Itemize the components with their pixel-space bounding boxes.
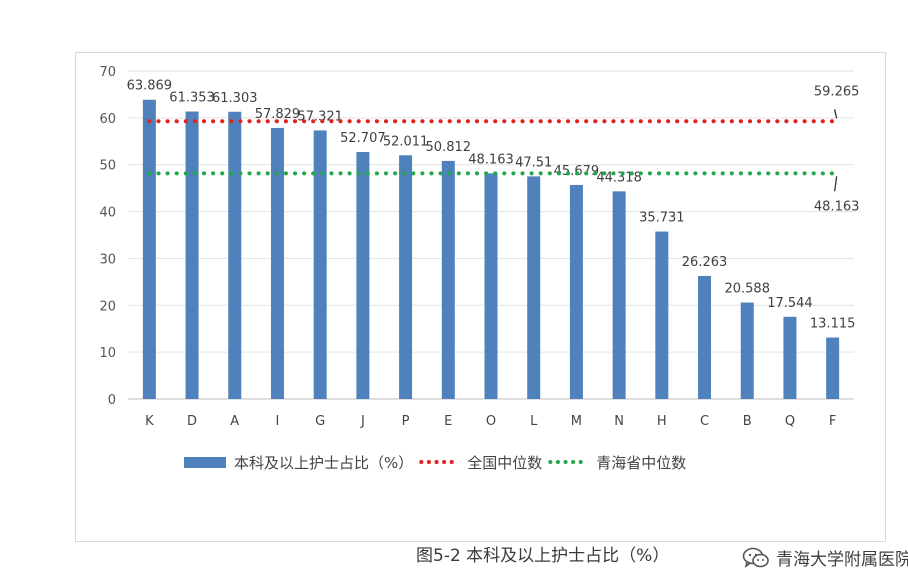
watermark: 青海大学附属医院 xyxy=(742,545,908,570)
x-tick-label: D xyxy=(187,414,197,429)
bar xyxy=(356,152,370,399)
leader-line xyxy=(834,176,838,192)
bar xyxy=(826,337,840,399)
data-label: 17.544 xyxy=(767,296,813,311)
x-tick-label: L xyxy=(530,414,538,429)
legend-swatch xyxy=(184,457,226,468)
x-tick-label: N xyxy=(614,414,624,429)
data-label: 35.731 xyxy=(639,211,685,226)
bar-chart: 0 10 20 30 40 50 60 70 K 63.869 D 61.353 A 61.303 I 57.… xyxy=(99,65,860,472)
bar xyxy=(142,99,156,399)
data-label: 26.263 xyxy=(682,255,728,270)
data-label: 61.353 xyxy=(169,91,215,106)
y-tick-label: 10 xyxy=(99,346,116,361)
x-tick-label: F xyxy=(829,414,836,429)
chart-frame: 0 10 20 30 40 50 60 70 K 63.869 D 61.353 A 61.303 I 57.… xyxy=(75,52,908,570)
x-tick-label: Q xyxy=(785,414,795,429)
x-tick-label: O xyxy=(486,414,496,429)
bar xyxy=(527,176,541,399)
data-label: 61.303 xyxy=(212,91,258,106)
leader-line xyxy=(834,109,838,119)
bar xyxy=(270,128,284,399)
data-label: 47.51 xyxy=(515,155,552,170)
wechat-icon xyxy=(742,547,769,568)
bar xyxy=(185,111,199,400)
x-tick-label: E xyxy=(444,414,452,429)
data-label: 50.812 xyxy=(426,140,472,155)
bar xyxy=(740,302,754,399)
x-tick-label: K xyxy=(145,414,154,429)
x-tick-label: G xyxy=(315,414,325,429)
median-label: 59.265 xyxy=(814,84,860,99)
median-label: 48.163 xyxy=(814,199,860,214)
y-tick-label: 0 xyxy=(108,393,116,408)
y-tick-label: 20 xyxy=(99,299,116,314)
bar xyxy=(484,173,498,399)
x-tick-label: H xyxy=(657,414,667,429)
data-label: 63.869 xyxy=(127,79,172,94)
legend-label: 全国中位数 xyxy=(467,454,542,472)
bar xyxy=(569,184,583,399)
bar xyxy=(313,130,327,400)
x-tick-label: M xyxy=(571,414,582,429)
legend-label: 青海省中位数 xyxy=(596,454,686,472)
y-tick-label: 60 xyxy=(99,112,116,127)
bar xyxy=(783,316,797,399)
data-label: 52.707 xyxy=(340,131,386,146)
data-label: 57.829 xyxy=(255,107,301,122)
bar xyxy=(399,155,413,399)
y-tick-label: 70 xyxy=(99,65,116,80)
x-tick-label: J xyxy=(360,414,365,429)
x-tick-label: B xyxy=(743,414,752,429)
data-label: 13.115 xyxy=(810,317,856,332)
watermark-text: 青海大学附属医院 xyxy=(776,550,908,570)
bar xyxy=(228,111,242,400)
data-label: 52.011 xyxy=(383,134,429,149)
x-tick-label: I xyxy=(276,414,280,429)
data-label: 20.588 xyxy=(724,282,770,297)
bar xyxy=(698,275,712,399)
bar xyxy=(612,191,626,399)
y-tick-label: 40 xyxy=(99,206,116,221)
legend-label: 本科及以上护士占比（%） xyxy=(234,454,413,472)
x-tick-label: A xyxy=(230,414,239,429)
bar xyxy=(655,231,669,399)
data-label: 48.163 xyxy=(468,152,514,167)
y-tick-label: 30 xyxy=(99,252,116,267)
y-tick-label: 50 xyxy=(99,159,116,174)
bar xyxy=(441,160,455,399)
x-tick-label: P xyxy=(402,414,410,429)
x-tick-label: C xyxy=(700,414,709,429)
